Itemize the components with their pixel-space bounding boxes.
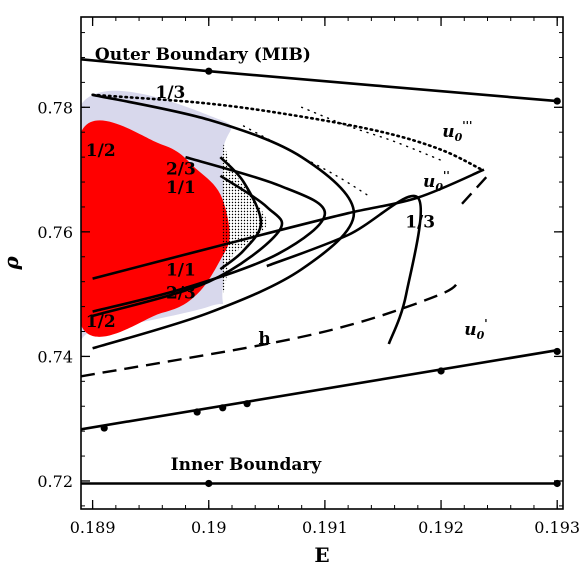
series-line-7 (92, 93, 356, 350)
y-tick-label: 0.78 (37, 98, 73, 117)
x-tick-label: 0.192 (418, 518, 464, 537)
annotation-6: 1/1 (166, 260, 196, 280)
annotation-9: 1/3 (405, 213, 435, 233)
data-point-2-3 (243, 400, 251, 408)
ticks-layer: 0.189 0.19 0.191 0.192 0.193 0.72 0.74 0.76 0.78 (37, 17, 580, 537)
data-point-0-0 (205, 67, 213, 75)
series-line-3 (91, 93, 483, 171)
series-line-4 (81, 280, 460, 378)
x-tick-label: 0.19 (191, 518, 227, 537)
data-point-2-5 (553, 347, 561, 356)
annotation-5: 1/1 (166, 178, 196, 198)
data-point-1-1 (553, 479, 561, 488)
annotation-11: u0''' (442, 119, 472, 144)
data-point-2-0 (100, 424, 108, 432)
annotation-12: u0'' (423, 169, 450, 194)
data-point-0-1 (553, 97, 561, 105)
data-point-2-4 (437, 367, 445, 375)
x-tick-label: 0.191 (302, 518, 348, 537)
regions-layer (81, 90, 267, 345)
series-line-0 (81, 58, 558, 103)
annotation-8: 1/2 (86, 312, 116, 332)
region-red (81, 120, 230, 337)
annotation-1: Inner Boundary (171, 455, 323, 475)
y-tick-label: 0.76 (37, 223, 73, 242)
annotation-3: 1/2 (86, 141, 116, 161)
data-point-1-0 (205, 479, 213, 488)
annotation-10: h (258, 329, 270, 349)
annotations-layer: Outer Boundary (MIB) Inner Boundary 1/3 1/2… (86, 45, 488, 475)
series-line-12 (301, 106, 442, 161)
series-line-11 (266, 194, 423, 345)
series-line-8 (92, 155, 327, 313)
region-dotted-region (221, 144, 267, 293)
y-axis-label: ρ (0, 256, 23, 271)
annotation-0: Outer Boundary (MIB) (95, 45, 311, 65)
x-tick-label: 0.193 (534, 518, 580, 537)
annotation-7: 2/3 (166, 283, 196, 303)
annotation-2: 1/3 (155, 83, 185, 103)
series-line-2 (81, 348, 558, 431)
annotation-13: u0' (464, 317, 487, 342)
y-tick-label: 0.72 (37, 472, 73, 491)
x-axis-label: E (314, 543, 329, 567)
y-tick-label: 0.74 (37, 347, 73, 366)
data-point-2-2 (219, 404, 227, 412)
series-layer (81, 58, 558, 485)
series-line-9 (92, 174, 284, 318)
markers-layer (100, 67, 561, 488)
annotation-4: 2/3 (166, 160, 196, 180)
x-tick-label: 0.189 (70, 518, 116, 537)
series-line-6 (92, 168, 485, 280)
series-line-5 (461, 174, 489, 205)
plot-frame (80, 16, 564, 510)
series-line-10 (219, 156, 263, 271)
data-point-2-1 (193, 408, 201, 416)
